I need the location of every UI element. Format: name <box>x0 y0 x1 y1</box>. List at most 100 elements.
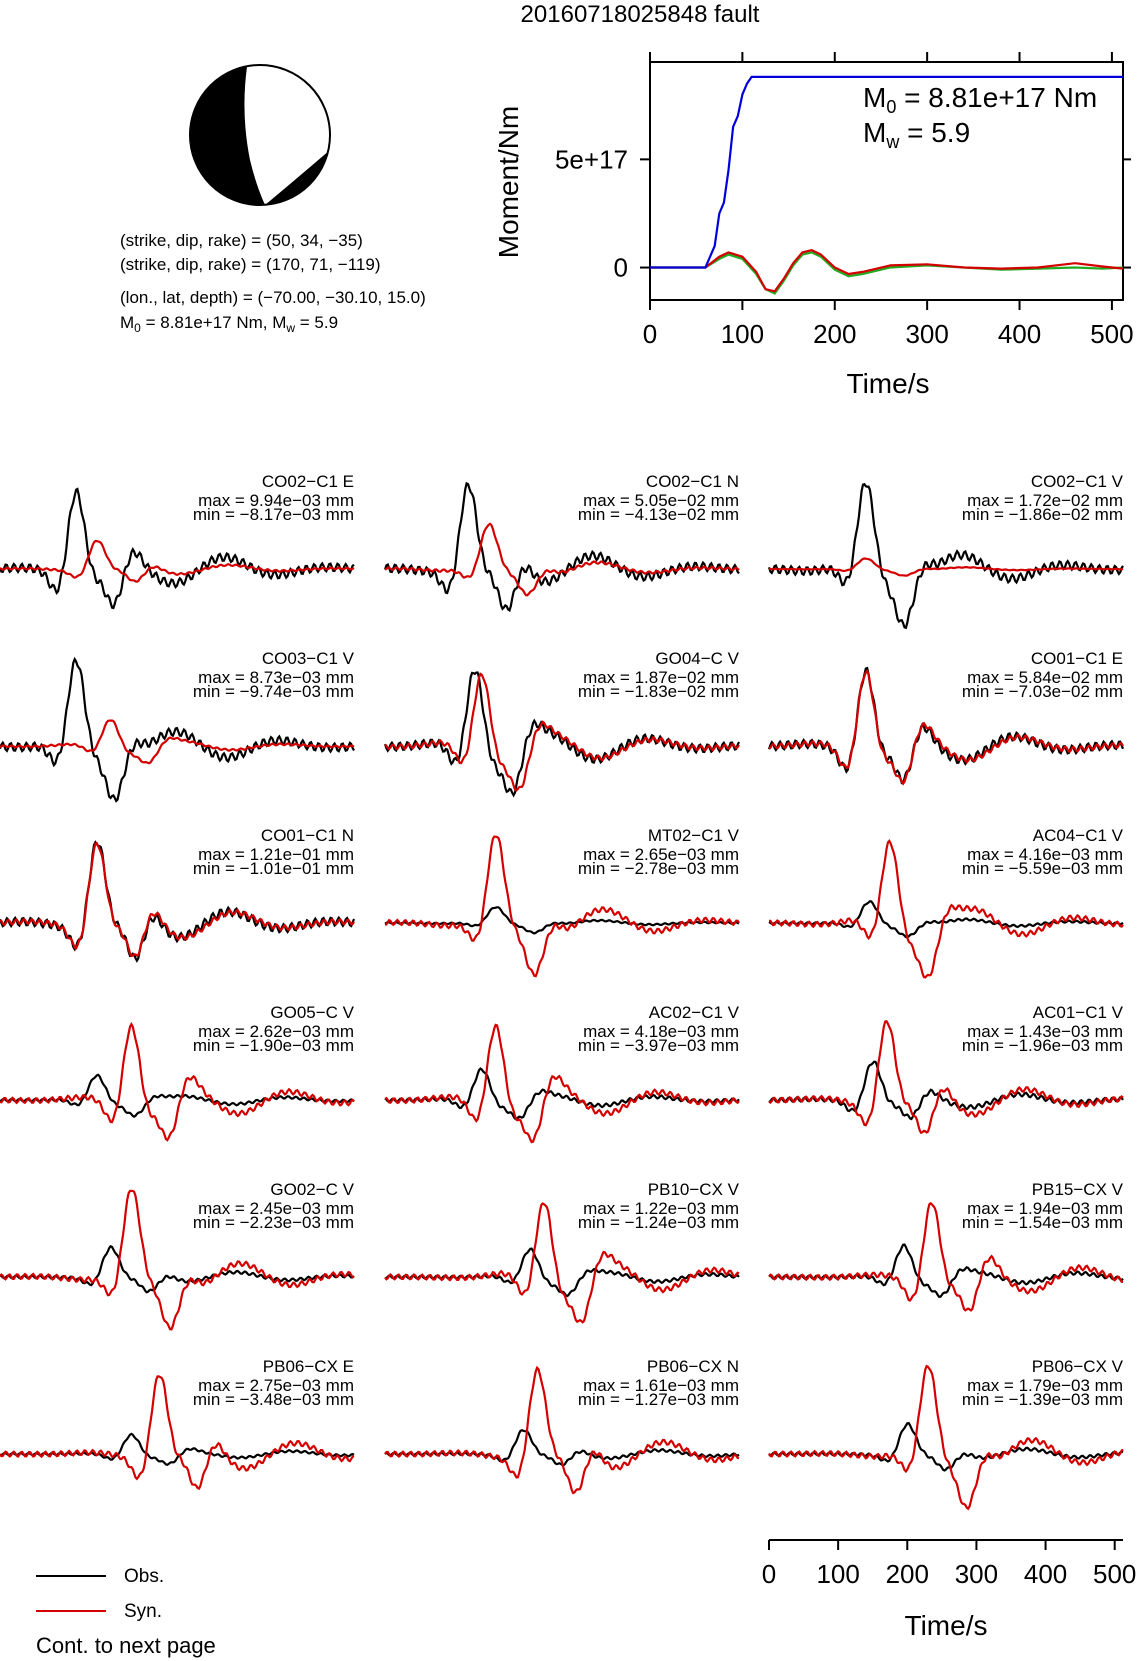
waveform-observed-trace <box>383 671 741 798</box>
mechanism-plane2: (strike, dip, rake) = (170, 71, −119) <box>120 255 380 274</box>
waveform-synthetic-trace <box>0 841 355 958</box>
waveform-min-label: min = −1.27e−03 mm <box>578 1390 739 1409</box>
waveform-max-label: max = 2.45e−03 mm <box>198 1199 354 1218</box>
moment-chart-ylabel: Moment/Nm <box>493 106 524 258</box>
legend-syn-label: Syn. <box>124 1601 162 1622</box>
waveform-max-label: max = 1.79e−03 mm <box>967 1376 1123 1395</box>
waveform-max-label: max = 5.05e−02 mm <box>583 491 739 510</box>
waveform-observed-trace <box>0 656 355 803</box>
waveform-station-label: PB10−CX V <box>648 1180 740 1199</box>
waveform-station-label: CO03−C1 V <box>262 649 355 668</box>
moment-chart-frame <box>649 61 1124 301</box>
waveform-min-label: min = −1.39e−03 mm <box>962 1390 1123 1409</box>
beachball-outline <box>189 64 331 206</box>
waveform-time-axis: 0 100 200 300 400 500 Time/s <box>762 1539 1136 1641</box>
waveform-max-label: max = 2.65e−03 mm <box>583 845 739 864</box>
moment-y-tick-label: 0 <box>614 253 628 283</box>
waveform-station-label: GO02−C V <box>270 1180 354 1199</box>
waveform-observed-trace <box>0 487 355 610</box>
waveform-max-label: max = 1.21e−01 mm <box>198 845 354 864</box>
waveform-max-label: max = 4.16e−03 mm <box>967 845 1123 864</box>
waveform-min-label: min = −5.59e−03 mm <box>962 859 1123 878</box>
waveform-station-label: GO05−C V <box>270 1003 354 1022</box>
mechanism-moment: M0 = 8.81e+17 Nm, Mw = 5.9 <box>120 313 338 335</box>
waveform-observed-trace <box>768 1421 1124 1472</box>
waveform-min-label: min = −1.96e−03 mm <box>962 1036 1123 1055</box>
moment-chart-y-ticks: 0 5e+17 <box>555 144 1131 283</box>
waveform-station-label: CO01−C1 E <box>1031 649 1123 668</box>
waveform-observed-trace <box>768 900 1124 939</box>
waveform-max-label: max = 1.72e−02 mm <box>967 491 1123 510</box>
waveform-min-label: min = −4.13e−02 mm <box>578 505 739 524</box>
waveform-station-label: AC04−C1 V <box>1033 826 1124 845</box>
waveform-min-label: min = −2.78e−03 mm <box>578 859 739 878</box>
moment-series-line <box>650 75 1123 269</box>
time-axis-tick-label: 300 <box>955 1559 998 1589</box>
waveform-synthetic-trace <box>768 1201 1124 1312</box>
waveform-station-label: CO01−C1 N <box>261 826 354 845</box>
moment-chart-xlabel: Time/s <box>847 368 930 399</box>
waveform-max-label: max = 8.73e−03 mm <box>198 668 354 687</box>
waveform-min-label: min = −1.54e−03 mm <box>962 1213 1123 1232</box>
waveform-synthetic-trace <box>768 1019 1124 1135</box>
figure-title: 20160718025848 fault <box>521 1 760 28</box>
waveform-synthetic-trace <box>768 557 1124 577</box>
time-axis-label: Time/s <box>905 1610 988 1641</box>
waveform-synthetic-trace <box>0 1375 355 1490</box>
waveform-station-label: AC01−C1 V <box>1033 1003 1124 1022</box>
waveform-observed-trace <box>384 1247 740 1298</box>
waveform-station-label: MT02−C1 V <box>648 826 740 845</box>
waveform-observed-trace <box>384 906 740 935</box>
waveform-min-label: min = −1.24e−03 mm <box>578 1213 739 1232</box>
waveform-min-label: min = −2.23e−03 mm <box>193 1213 354 1232</box>
waveform-synthetic-trace <box>384 1365 740 1495</box>
moment-x-tick-label: 500 <box>1090 319 1133 349</box>
time-axis-tick-label: 0 <box>762 1559 776 1589</box>
waveform-max-label: max = 1.22e−03 mm <box>583 1199 739 1218</box>
waveform-synthetic-trace <box>768 669 1124 786</box>
waveform-max-label: max = 1.43e−03 mm <box>967 1022 1123 1041</box>
waveform-synthetic-trace <box>769 838 1124 979</box>
waveform-synthetic-trace <box>0 1021 355 1142</box>
waveform-station-label: PB06−CX V <box>1032 1357 1124 1376</box>
waveform-min-label: min = −9.74e−03 mm <box>193 682 354 701</box>
waveform-max-label: max = 2.75e−03 mm <box>198 1376 354 1395</box>
moment-x-tick-label: 100 <box>721 319 764 349</box>
waveform-max-label: max = 1.94e−03 mm <box>967 1199 1123 1218</box>
moment-series-line <box>650 249 1124 293</box>
waveform-station-label: GO04−C V <box>655 649 739 668</box>
beachball-compression-quadrant-west <box>190 65 265 205</box>
waveform-station-label: CO02−C1 E <box>262 472 354 491</box>
time-axis-tick-label: 400 <box>1024 1559 1067 1589</box>
waveform-station-label: CO02−C1 V <box>1031 472 1124 491</box>
moment-chart-series <box>650 75 1124 295</box>
moment-function-chart: 0 100 200 300 400 500 0 5e+17 M0 = 8.81e+17 Nm… <box>493 52 1134 399</box>
waveform-synthetic-trace <box>384 835 740 978</box>
moment-x-tick-label: 400 <box>998 319 1041 349</box>
waveform-observed-trace <box>0 1432 355 1466</box>
waveform-synthetic-trace <box>0 1189 355 1331</box>
waveform-max-label: max = 4.18e−03 mm <box>583 1022 739 1041</box>
waveform-synthetic-trace <box>384 522 740 597</box>
waveform-observed-trace <box>384 1067 740 1121</box>
waveform-station-label: CO02−C1 N <box>646 472 739 491</box>
waveform-observed-trace <box>0 1244 355 1294</box>
waveform-min-label: min = −7.03e−02 mm <box>962 682 1123 701</box>
waveform-max-label: max = 2.62e−03 mm <box>198 1022 354 1041</box>
moment-x-tick-label: 300 <box>905 319 948 349</box>
waveform-station-label: AC02−C1 V <box>649 1003 740 1022</box>
